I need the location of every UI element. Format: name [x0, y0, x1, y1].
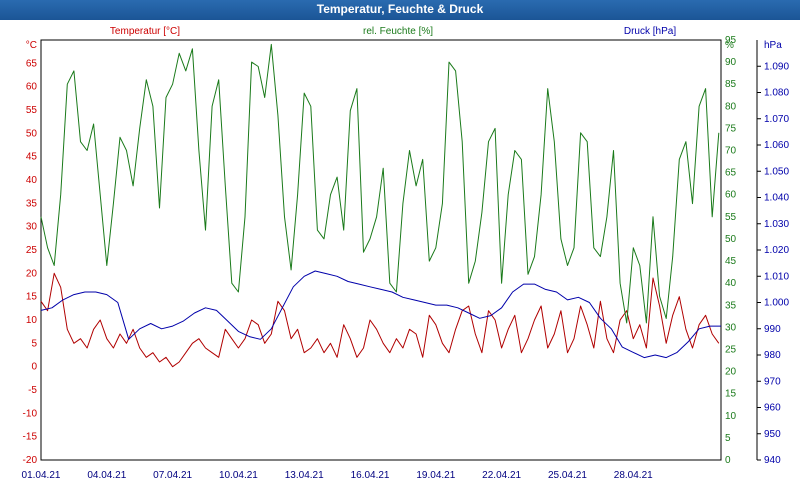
x-tick-label: 07.04.21 — [153, 470, 192, 481]
y-tick-pressure: 970 — [764, 376, 781, 387]
y-tick-temperature: 50 — [26, 128, 38, 139]
y-tick-temperature: -20 — [23, 455, 38, 466]
chart: -20-15-10-505101520253035404550556065°C0… — [22, 26, 790, 481]
y-tick-pressure: 1.080 — [764, 88, 789, 99]
y-tick-temperature: 60 — [26, 82, 38, 93]
y-tick-humidity: 95 — [725, 35, 737, 46]
chart-axes — [40, 39, 761, 461]
y-tick-humidity: 75 — [725, 123, 737, 134]
y-tick-temperature: 0 — [31, 362, 37, 373]
y-tick-pressure: 950 — [764, 429, 781, 440]
y-tick-pressure: 1.010 — [764, 271, 789, 282]
y-tick-temperature: 20 — [26, 268, 38, 279]
y-tick-humidity: 65 — [725, 168, 737, 179]
y-tick-temperature: 55 — [26, 105, 38, 116]
y-tick-temperature: 25 — [26, 245, 38, 256]
y-unit-temperature: °C — [26, 40, 37, 51]
series-line-humidity — [40, 43, 720, 324]
window-title: Temperatur, Feuchte & Druck — [0, 0, 800, 20]
y-tick-humidity: 60 — [725, 190, 737, 201]
x-tick-label: 22.04.21 — [482, 470, 521, 481]
y-tick-temperature: 5 — [31, 338, 37, 349]
series-line-pressure — [40, 270, 721, 359]
y-tick-humidity: 80 — [725, 101, 737, 112]
axis-title-temperature: Temperatur [°C] — [110, 26, 180, 37]
x-tick-label: 13.04.21 — [285, 470, 324, 481]
x-tick-label: 28.04.21 — [614, 470, 653, 481]
x-tick-label: 01.04.21 — [22, 470, 61, 481]
x-tick-label: 16.04.21 — [351, 470, 390, 481]
y-tick-pressure: 940 — [764, 455, 781, 466]
chart-labels: -20-15-10-505101520253035404550556065°C0… — [22, 26, 790, 481]
y-unit-pressure: hPa — [764, 40, 782, 51]
y-tick-pressure: 1.020 — [764, 245, 789, 256]
x-tick-label: 19.04.21 — [416, 470, 455, 481]
y-tick-temperature: 45 — [26, 152, 38, 163]
y-tick-pressure: 1.000 — [764, 298, 789, 309]
y-tick-temperature: 15 — [26, 292, 38, 303]
plot-frame — [40, 39, 722, 461]
y-tick-humidity: 30 — [725, 322, 737, 333]
y-tick-temperature: -5 — [28, 385, 37, 396]
y-tick-humidity: 15 — [725, 389, 737, 400]
y-tick-pressure: 1.050 — [764, 166, 789, 177]
y-tick-pressure: 1.040 — [764, 193, 789, 204]
y-tick-humidity: 10 — [725, 411, 737, 422]
x-tick-label: 04.04.21 — [87, 470, 126, 481]
y-tick-humidity: 70 — [725, 146, 737, 157]
chart-lines — [40, 43, 721, 368]
axis-title-humidity: rel. Feuchte [%] — [363, 26, 433, 37]
y-tick-pressure: 1.070 — [764, 114, 789, 125]
x-tick-label: 10.04.21 — [219, 470, 258, 481]
y-tick-humidity: 85 — [725, 79, 737, 90]
y-tick-temperature: 65 — [26, 58, 38, 69]
y-tick-pressure: 1.090 — [764, 61, 789, 72]
y-tick-pressure: 960 — [764, 403, 781, 414]
y-tick-humidity: 45 — [725, 256, 737, 267]
y-tick-temperature: 40 — [26, 175, 38, 186]
y-tick-humidity: 90 — [725, 57, 737, 68]
y-tick-humidity: 5 — [725, 433, 731, 444]
y-tick-humidity: 40 — [725, 278, 737, 289]
y-tick-pressure: 980 — [764, 350, 781, 361]
series-line-temperature — [40, 272, 720, 368]
y-tick-pressure: 1.030 — [764, 219, 789, 230]
y-tick-humidity: 35 — [725, 300, 737, 311]
y-tick-temperature: -15 — [23, 432, 38, 443]
y-tick-humidity: 50 — [725, 234, 737, 245]
y-tick-humidity: 0 — [725, 455, 731, 466]
y-tick-temperature: 10 — [26, 315, 38, 326]
axis-title-pressure: Druck [hPa] — [624, 26, 676, 37]
y-tick-temperature: 30 — [26, 222, 38, 233]
y-tick-temperature: -10 — [23, 408, 38, 419]
y-tick-pressure: 990 — [764, 324, 781, 335]
y-tick-pressure: 1.060 — [764, 140, 789, 151]
x-tick-label: 25.04.21 — [548, 470, 587, 481]
y-tick-humidity: 25 — [725, 344, 737, 355]
y-tick-humidity: 55 — [725, 212, 737, 223]
y-tick-temperature: 35 — [26, 198, 38, 209]
y-tick-humidity: 20 — [725, 367, 737, 378]
y-unit-humidity: % — [725, 40, 734, 51]
